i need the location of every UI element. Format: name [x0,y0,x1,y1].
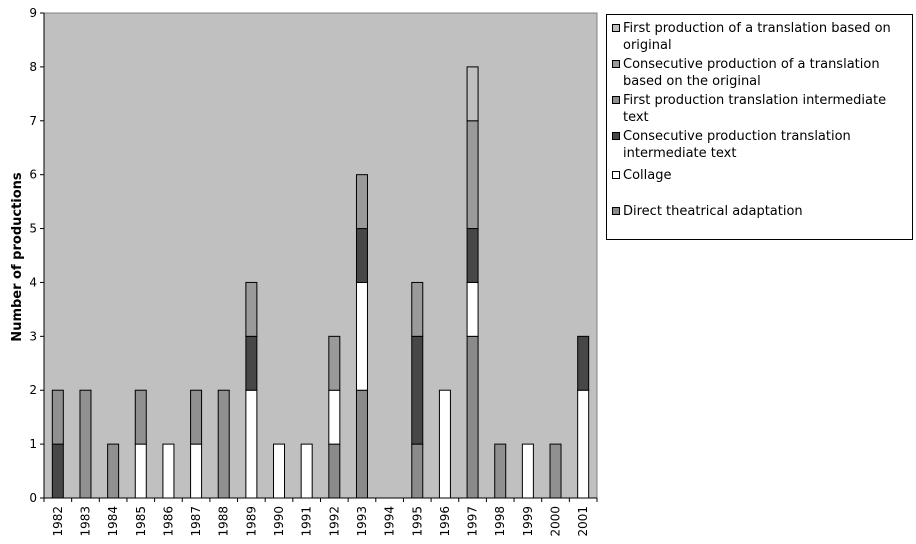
bar-segment [134,389,147,445]
legend: First production of a translation based … [606,14,913,240]
bar-segment [438,389,451,499]
legend-label: First production of a translation based … [623,21,891,53]
bar-segment [245,389,258,499]
y-tick-label: 0 [29,491,37,505]
axes-group: 0 1 2 3 4 5 6 7 8 9 1982 1983 1984 1985 1986 1987 1988 19… [29,6,598,537]
x-tick-label: 2000 [549,506,563,537]
bar-segment [577,335,590,391]
bar-segment [466,66,479,122]
x-tick-label: 1991 [300,506,314,537]
bar-segment [466,228,479,283]
y-tick-label: 8 [29,60,37,74]
legend-item: Consecutive production of a translation … [612,56,908,90]
bar-segment [466,281,479,337]
legend-swatch [612,132,620,140]
y-tick-label: 2 [29,383,37,397]
x-tick-label: 1999 [521,506,535,537]
legend-label: Collage [623,168,672,183]
x-tick-label: 1987 [189,506,203,537]
bars-group [51,66,590,499]
x-tick-label: 1992 [327,506,341,537]
x-tick-label: 1997 [466,506,480,537]
bar-segment [355,174,368,230]
bar-segment [328,389,341,445]
legend-swatch [612,171,620,179]
y-axis-label: Number of productions [10,172,25,342]
legend-item: Direct theatrical adaptation [612,203,908,220]
bar-segment [411,335,424,445]
bar-segment [51,443,64,499]
legend-label: Consecutive production translation inter… [623,129,851,161]
bar-segment [245,281,258,337]
legend-swatch [612,96,620,104]
bar-segment [411,281,424,337]
x-tick-label: 1993 [355,506,369,537]
x-tick-label: 1983 [78,506,92,537]
legend-item: Consecutive production translation inter… [612,128,908,162]
y-tick-label: 4 [29,275,37,289]
x-tick-label: 1998 [493,506,507,537]
bar-segment [466,120,479,230]
bar-segment [162,443,175,499]
x-tick-label: 2001 [576,506,590,537]
bar-segment [521,443,534,499]
legend-swatch [612,207,620,215]
bar-segment [355,389,368,499]
bar-segment [549,443,562,499]
bar-segment [273,443,286,499]
y-tick-label: 6 [29,168,37,182]
bar-segment [79,389,92,499]
x-tick-label: 1985 [134,506,148,537]
bar-segment [190,443,203,499]
plot-area [43,12,598,499]
legend-item: First production of a translation based … [612,20,908,54]
bar-segment [355,228,368,283]
y-tick-label: 5 [29,222,37,236]
legend-item: Collage [612,167,908,184]
y-tick-label: 3 [29,329,37,343]
x-tick-label: 1995 [410,506,424,537]
y-tick-label: 9 [29,6,37,20]
legend-item: First production translation intermediat… [612,92,908,126]
x-tick-label: 1984 [106,506,120,537]
x-tick-label: 1988 [217,506,231,537]
bar-segment [107,443,120,499]
legend-label: First production translation intermediat… [623,93,887,125]
x-tick-label: 1996 [438,506,452,537]
bar-segment [300,443,313,499]
bar-segment [217,389,230,499]
legend-label: Consecutive production of a translation … [623,57,880,89]
bar-segment [328,335,341,391]
legend-label: Direct theatrical adaptation [623,204,803,219]
bar-segment [494,443,507,499]
bar-segment [245,335,258,391]
bar-segment [411,443,424,499]
bar-segment [328,443,341,499]
x-tick-label: 1982 [51,506,65,537]
legend-swatch [612,24,620,32]
legend-swatch [612,60,620,68]
bar-segment [190,389,203,445]
x-tick-label: 1989 [244,506,258,537]
bar-segment [466,335,479,499]
x-tick-label: 1994 [383,506,397,537]
bar-segment [134,443,147,499]
y-tick-label: 7 [29,114,37,128]
y-tick-label: 1 [29,437,37,451]
x-tick-label: 1990 [272,506,286,537]
bar-segment [355,281,368,391]
bar-segment [577,389,590,499]
x-tick-label: 1986 [161,506,175,537]
bar-segment [51,389,64,445]
